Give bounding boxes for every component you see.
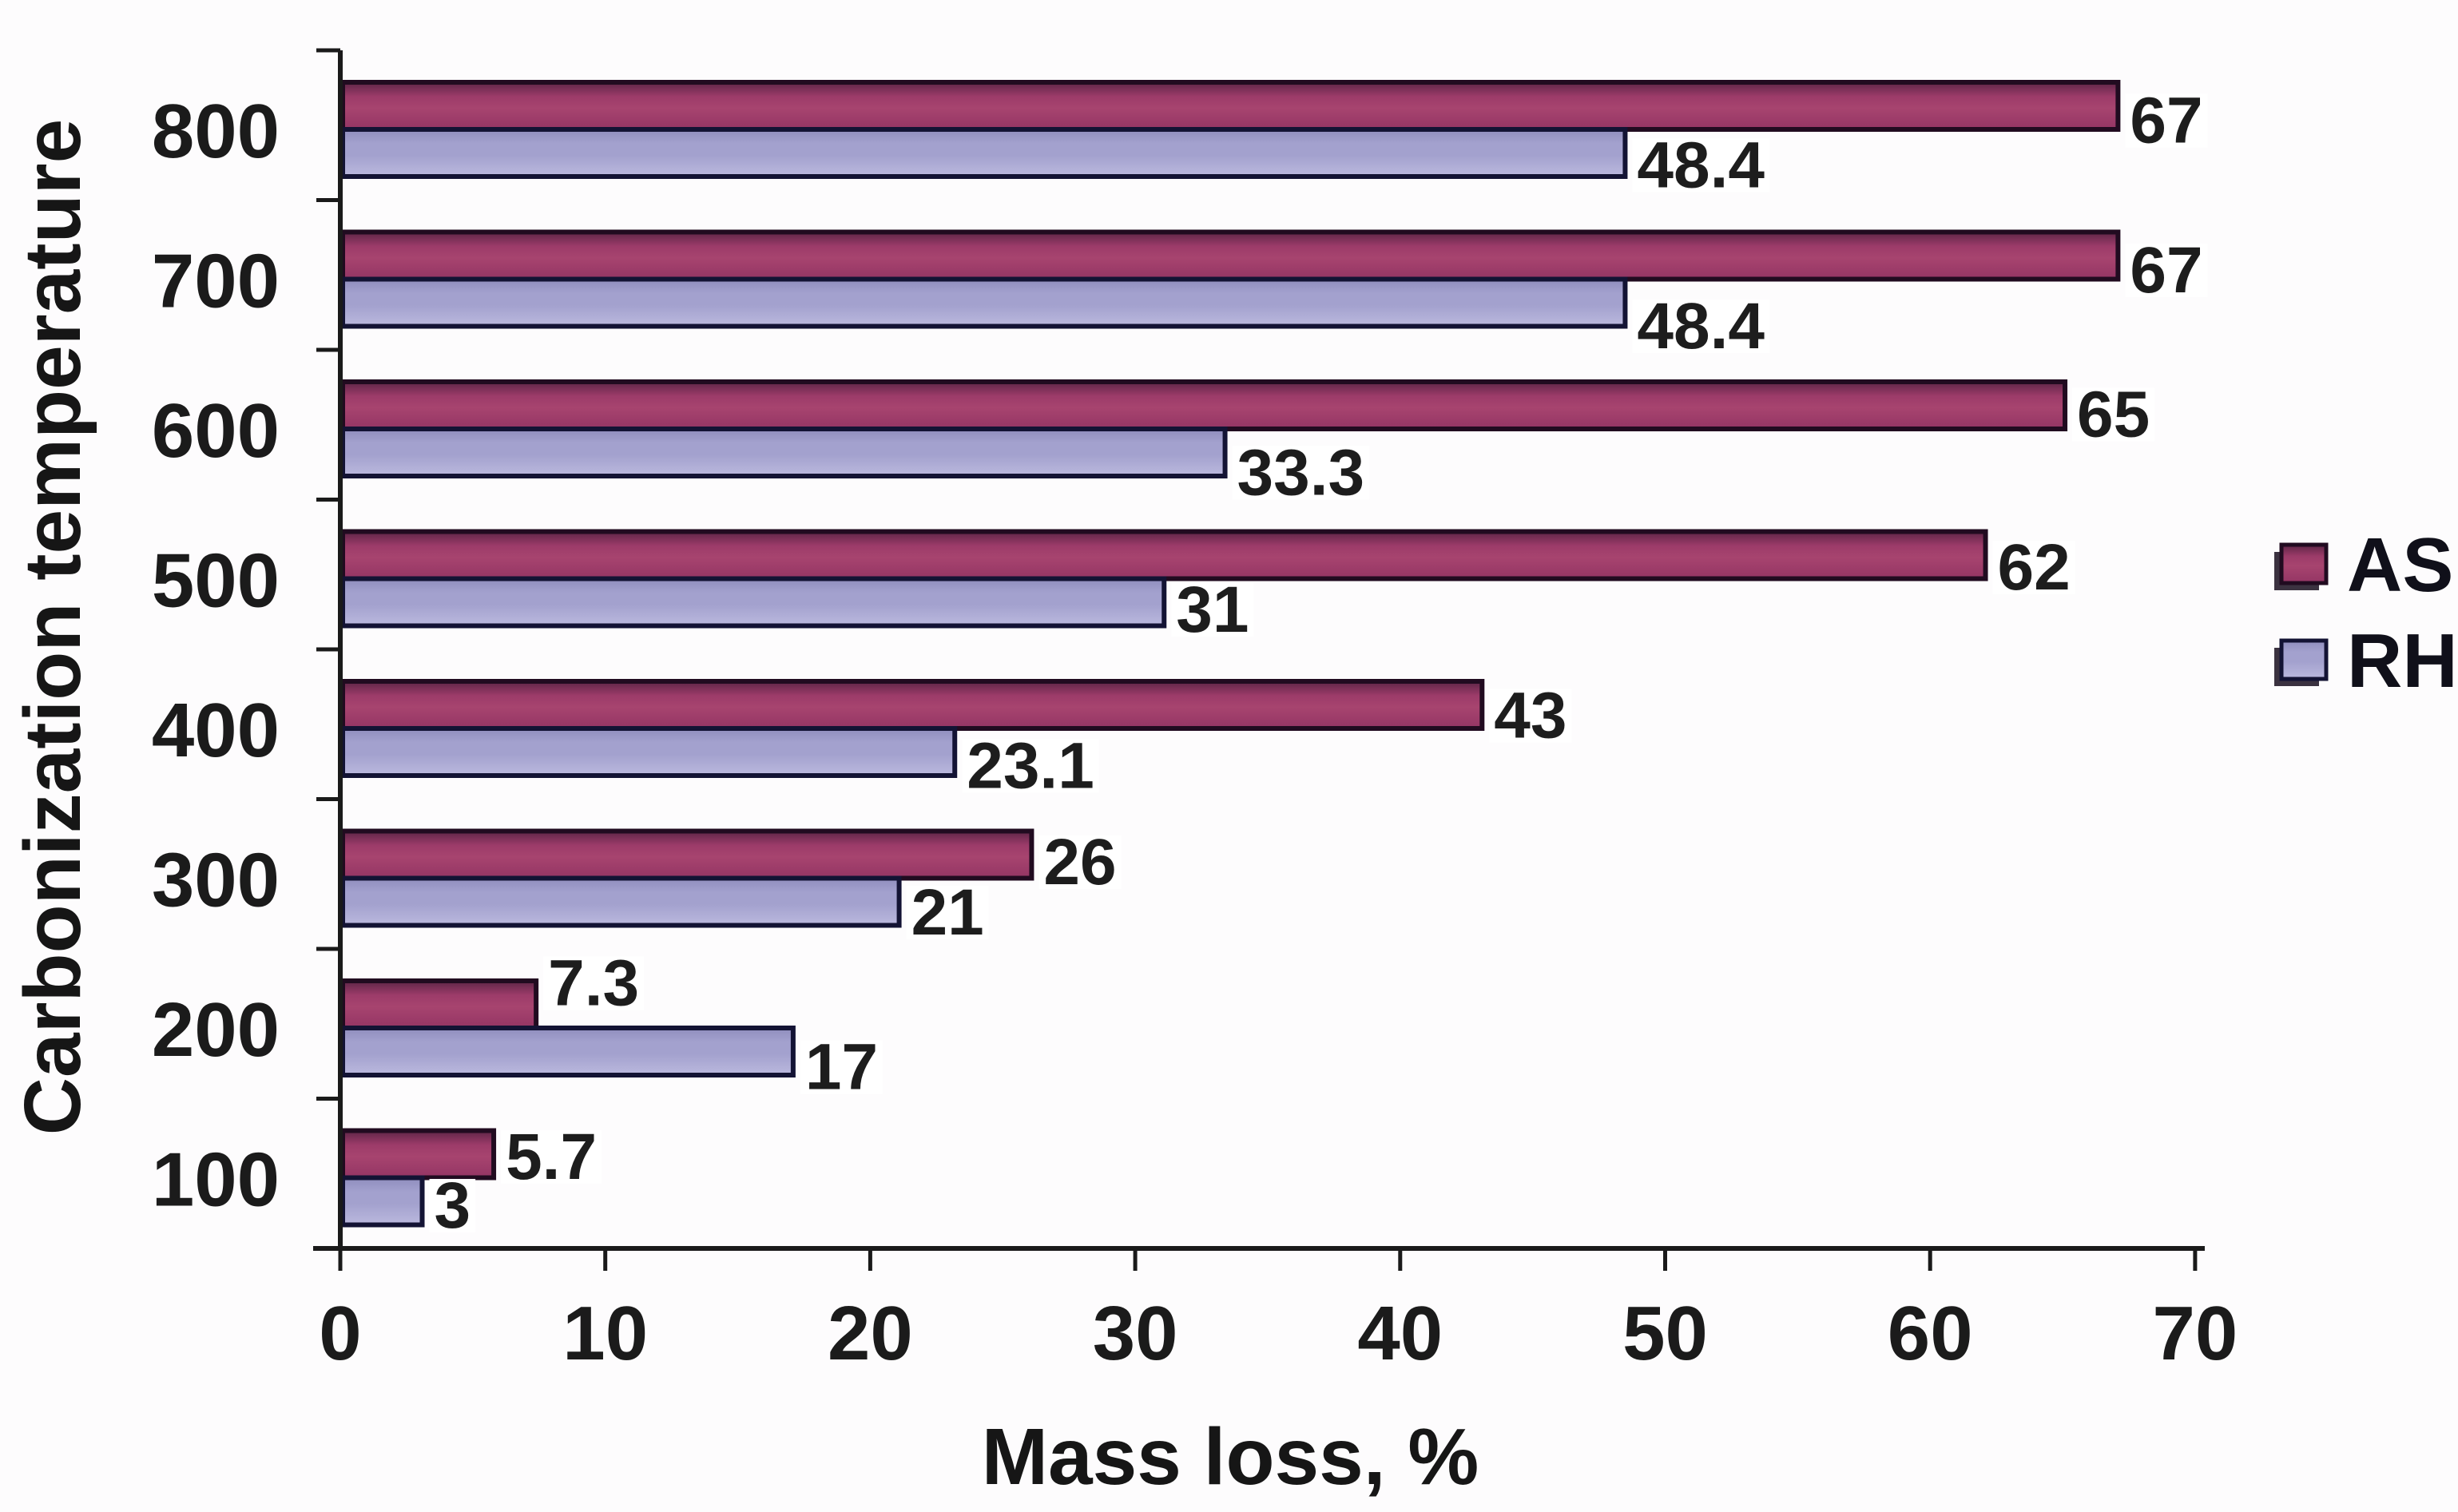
bar-AS-200: [340, 978, 539, 1030]
bar-AS-400: [340, 679, 1485, 731]
bar-label-background: [2072, 387, 2155, 442]
bar-label-AS-400: 43: [1494, 680, 1567, 752]
bar-RH-500: [340, 576, 1167, 629]
x-tick-label-50: 50: [1622, 1291, 1708, 1376]
category-label-800: 800: [152, 89, 280, 174]
bar-label-background: [2125, 93, 2208, 148]
bar-label-background: [1232, 446, 1370, 500]
x-axis-title: Mass loss, %: [982, 1412, 1479, 1502]
bar-label-RH-700: 48.4: [1637, 290, 1765, 363]
bar-label-RH-800: 48.4: [1637, 129, 1765, 202]
bar-label-background: [962, 739, 1099, 793]
bar-label-background: [501, 1130, 602, 1184]
x-tick-label-0: 0: [319, 1291, 361, 1376]
category-label-200: 200: [152, 987, 280, 1073]
bar-label-AS-700: 67: [2130, 234, 2202, 307]
bar-label-background: [1992, 541, 2075, 594]
legend-swatch-RH: [2279, 638, 2329, 681]
y-axis-title: Carbonization temperature: [8, 119, 97, 1135]
bar-RH-300: [340, 875, 902, 928]
bar-label-background: [543, 956, 645, 1010]
category-label-100: 100: [152, 1137, 280, 1223]
bar-label-background: [1171, 583, 1254, 637]
bar-label-background: [1632, 138, 1770, 192]
bar-AS-700: [340, 229, 2121, 282]
bar-RH-100: [340, 1175, 425, 1228]
bar-label-background: [429, 1179, 476, 1232]
bar-RH-400: [340, 726, 958, 778]
bar-label-AS-300: 26: [1043, 826, 1116, 899]
bar-RH-800: [340, 127, 1628, 179]
category-label-300: 300: [152, 838, 280, 923]
category-label-500: 500: [152, 538, 280, 624]
x-tick-label-20: 20: [828, 1291, 913, 1376]
bar-AS-300: [340, 828, 1034, 881]
bar-label-background: [1632, 300, 1770, 353]
bar-label-AS-500: 62: [1998, 531, 2071, 604]
bar-label-RH-100: 3: [435, 1169, 471, 1242]
bar-AS-800: [340, 80, 2121, 132]
x-tick-label-70: 70: [2153, 1291, 2238, 1376]
legend-swatch-AS: [2279, 542, 2329, 585]
bar-RH-600: [340, 427, 1228, 478]
bar-label-AS-200: 7.3: [548, 947, 639, 1020]
legend-label-AS: AS: [2347, 522, 2453, 608]
bar-AS-100: [340, 1128, 497, 1181]
bar-label-background: [1038, 835, 1122, 889]
bar-AS-600: [340, 379, 2068, 431]
bar-label-background: [800, 1040, 884, 1094]
bar-label-background: [2125, 244, 2208, 297]
bar-label-background: [906, 886, 989, 939]
bar-label-RH-300: 21: [911, 876, 984, 949]
bar-label-AS-100: 5.7: [506, 1121, 597, 1193]
bar-RH-200: [340, 1026, 796, 1077]
x-tick-label-30: 30: [1093, 1291, 1178, 1376]
bar-label-RH-500: 31: [1176, 573, 1249, 646]
x-tick-label-60: 60: [1888, 1291, 1973, 1376]
category-label-600: 600: [152, 388, 280, 474]
x-tick-label-10: 10: [562, 1291, 648, 1376]
category-label-700: 700: [152, 239, 280, 324]
bar-AS-500: [340, 529, 1988, 581]
legend-label-RH: RH: [2347, 618, 2458, 704]
bar-label-AS-800: 67: [2130, 85, 2202, 157]
bar-label-background: [1489, 689, 1572, 743]
bar-label-RH-600: 33.3: [1237, 437, 1365, 510]
x-tick-label-40: 40: [1357, 1291, 1443, 1376]
category-label-400: 400: [152, 688, 280, 773]
bar-label-AS-600: 65: [2077, 379, 2150, 451]
bar-label-RH-200: 17: [805, 1031, 878, 1104]
bar-RH-700: [340, 276, 1628, 329]
bar-label-RH-400: 23.1: [967, 730, 1094, 803]
